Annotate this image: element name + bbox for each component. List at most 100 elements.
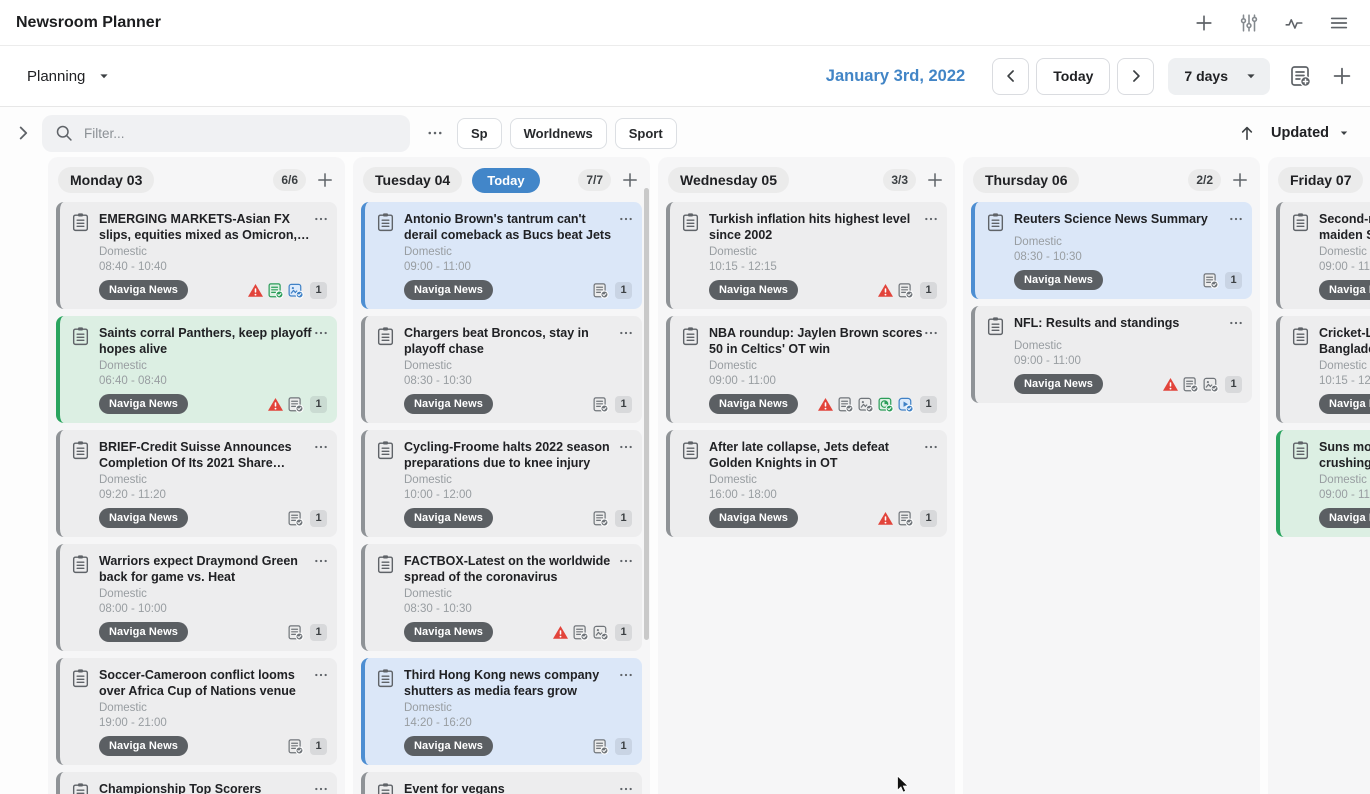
story-gray-icon [897,510,914,527]
card-title: Chargers beat Broncos, stay in playoff c… [404,326,589,356]
add-story-icon[interactable] [925,170,945,190]
deliverable-count: 1 [615,623,632,641]
card-menu-icon[interactable] [1228,211,1244,227]
story-card[interactable]: Third Hong Kong news company shutters as… [361,658,642,765]
source-badge: Naviga News [1319,394,1370,414]
assignment-icon [1290,440,1311,461]
story-card[interactable]: Cycling-Froome halts 2022 season prepara… [361,430,642,537]
assignment-icon [1290,326,1311,347]
day-column-thursday: Thursday 06 2/2 Reuters Science News Sum… [963,157,1260,794]
add-icon[interactable] [1193,12,1215,34]
card-category: Domestic [1014,340,1062,352]
range-selector[interactable]: 7 days [1168,57,1270,95]
card-menu-icon[interactable] [923,211,939,227]
alert-icon [817,396,834,413]
photo-gray-icon [1202,376,1219,393]
photo-gray-icon [592,624,609,641]
card-time: 09:00 - 11:00 [709,375,776,387]
card-category: Domestic [1319,474,1367,486]
day-count: 6/6 [273,169,306,191]
activity-icon[interactable] [1283,12,1305,34]
story-gray-icon [897,282,914,299]
card-menu-icon[interactable] [923,325,939,341]
card-menu-icon[interactable] [618,781,634,794]
story-card[interactable]: Turkish inflation hits highest level sin… [666,202,947,309]
add-story-icon[interactable] [1230,170,1250,190]
card-menu-icon[interactable] [618,439,634,455]
expand-sidebar-icon[interactable] [12,122,34,144]
card-category: Domestic [404,246,452,258]
menu-icon[interactable] [1328,12,1350,34]
filter-search[interactable] [42,114,410,152]
card-menu-icon[interactable] [618,325,634,341]
assignment-icon [680,326,701,347]
planning-board: Sp Worldnews Sport Updated Monday 03 6/6 [0,107,1370,794]
card-menu-icon[interactable] [618,211,634,227]
card-time: 14:20 - 16:20 [404,717,472,729]
source-badge: Naviga News [99,622,188,642]
card-menu-icon[interactable] [618,667,634,683]
story-card[interactable]: NFL: Results and standings Domestic 09:0… [971,306,1252,403]
day-label: Thursday 06 [973,167,1080,193]
add-event-icon[interactable] [1330,64,1354,88]
mouse-cursor [893,774,911,794]
card-time: 10:15 - 12:15 [1319,375,1370,387]
story-card[interactable]: Cricket-Lit Banglades Domestic 10:15 - 1… [1276,316,1370,423]
view-selector[interactable]: Planning [27,67,113,85]
sort-arrow-up-icon[interactable] [1237,123,1257,143]
filter-chip-sp[interactable]: Sp [457,117,502,149]
source-badge: Naviga News [404,508,493,528]
story-card[interactable]: BRIEF-Credit Suisse Announces Completion… [56,430,337,537]
add-story-icon[interactable] [315,170,335,190]
card-category: Domestic [1319,360,1367,372]
photo-blue-icon [287,282,304,299]
card-menu-icon[interactable] [313,667,329,683]
story-card[interactable]: Saints corral Panthers, keep playoff hop… [56,316,337,423]
story-card[interactable]: Championship Top Scorers Domestic 19:30 … [56,772,337,794]
add-story-icon[interactable] [620,170,640,190]
story-gray-icon [1182,376,1199,393]
column-scrollbar[interactable] [644,188,649,640]
card-menu-icon[interactable] [313,439,329,455]
graphic-green-icon [877,396,894,413]
card-menu-icon[interactable] [923,439,939,455]
today-button[interactable]: Today [1036,57,1111,95]
card-menu-icon[interactable] [313,781,329,794]
story-card[interactable]: FACTBOX-Latest on the worldwide spread o… [361,544,642,651]
caret-down-icon [1336,125,1352,141]
filter-chip-sport[interactable]: Sport [614,117,677,149]
card-time: 09:00 - 11:00 [1014,355,1081,367]
story-card[interactable]: Event for vegans Domestic 04 Jan Full da… [361,772,642,794]
card-time: 19:00 - 21:00 [99,717,167,729]
current-date-link[interactable]: January 3rd, 2022 [825,66,966,85]
card-menu-icon[interactable] [618,553,634,569]
card-menu-icon[interactable] [313,553,329,569]
story-card[interactable]: Warriors expect Draymond Green back for … [56,544,337,651]
story-card[interactable]: Antonio Brown's tantrum can't derail com… [361,202,642,309]
story-card[interactable]: Chargers beat Broncos, stay in playoff c… [361,316,642,423]
sort-label: Updated [1271,125,1329,141]
search-input[interactable] [84,125,398,141]
story-gray-icon [592,738,609,755]
alert-icon [1162,376,1179,393]
agenda-add-icon[interactable] [1288,64,1312,88]
card-menu-icon[interactable] [1228,315,1244,331]
prev-day-button[interactable] [992,57,1030,95]
filter-chip-worldnews[interactable]: Worldnews [509,117,607,149]
card-menu-icon[interactable] [313,211,329,227]
story-card[interactable]: Soccer-Cameroon conflict looms over Afri… [56,658,337,765]
story-card[interactable]: Second-ra maiden Sla Domestic 09:00 - 11… [1276,202,1370,309]
card-menu-icon[interactable] [313,325,329,341]
next-day-button[interactable] [1117,57,1155,95]
story-card[interactable]: Suns move crushing H Domestic 09:00 - 11… [1276,430,1370,537]
source-badge: Naviga News [404,394,493,414]
story-card[interactable]: NBA roundup: Jaylen Brown scores 50 in C… [666,316,947,423]
more-filters-icon[interactable] [426,124,444,142]
tune-icon[interactable] [1238,12,1260,34]
story-card[interactable]: After late collapse, Jets defeat Golden … [666,430,947,537]
card-time: 08:30 - 10:30 [404,603,472,615]
sort-control[interactable]: Updated [1237,123,1352,143]
story-card[interactable]: EMERGING MARKETS-Asian FX slips, equitie… [56,202,337,309]
story-gray-icon [287,510,304,527]
story-card[interactable]: Reuters Science News Summary Domestic 08… [971,202,1252,299]
